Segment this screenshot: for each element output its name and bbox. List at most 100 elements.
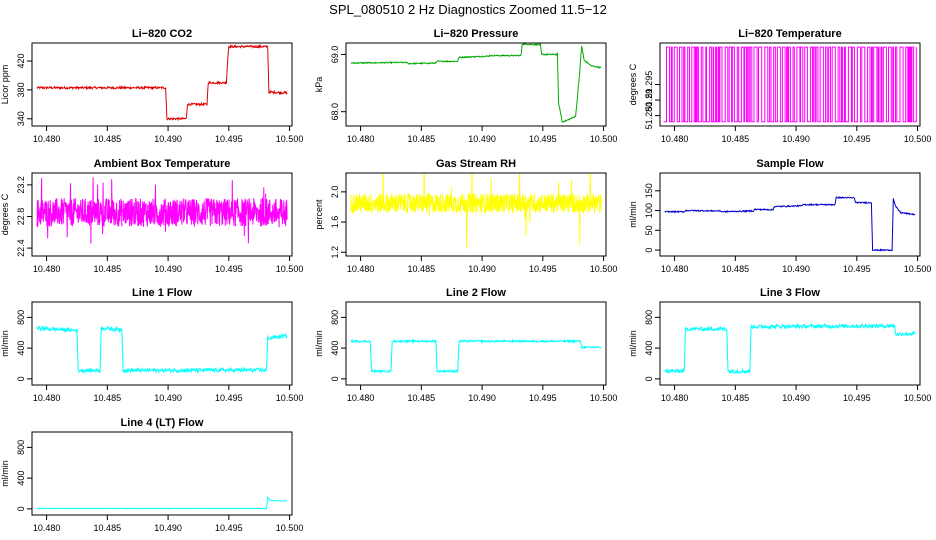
panel-4: Gas Stream RH percent 10.480 10.485 10.490 10… [314, 158, 617, 274]
y-tick-label: 51.295 [644, 71, 654, 99]
y-tick-label: 22.4 [16, 239, 26, 257]
y-tick-label: 23.2 [16, 176, 26, 194]
plot-frame [31, 301, 293, 386]
x-tick-label: 10.480 [33, 523, 61, 533]
y-tick-label: 800 [330, 310, 340, 325]
x-tick-label: 10.500 [276, 523, 304, 533]
x-tick-label: 10.485 [94, 393, 122, 403]
y-tick-label: 2.0 [330, 186, 340, 199]
panel-3: Ambient Box Temperature degrees C 10.480 10… [0, 158, 303, 274]
x-tick-label: 10.500 [276, 264, 304, 274]
x-tick-label: 10.485 [408, 264, 436, 274]
x-tick-label: 10.495 [529, 134, 557, 144]
series-line [36, 496, 288, 510]
panel-title: Line 4 (LT) Flow [121, 417, 204, 429]
panel-8: Line 3 Flow ml/min 10.480 10.485 10.490 10.49… [628, 287, 931, 403]
x-tick-label: 10.480 [661, 393, 689, 403]
y-tick-label: 0 [644, 376, 654, 381]
y-tick-label: 1.6 [330, 216, 340, 229]
plot-frame [345, 172, 607, 257]
y-tick-label: 0 [16, 506, 26, 511]
x-tick-label: 10.485 [94, 264, 122, 274]
y-axis-label: kPa [314, 77, 324, 93]
y-tick-label: 800 [16, 310, 26, 325]
x-tick-label: 10.480 [661, 134, 689, 144]
panel-title: Line 2 Flow [446, 287, 506, 299]
series-line [350, 173, 602, 249]
x-tick-label: 10.490 [468, 393, 496, 403]
x-tick-label: 10.500 [590, 264, 618, 274]
y-axis-label: ml/min [628, 330, 638, 357]
y-axis-label: percent [314, 199, 324, 230]
x-tick-label: 10.495 [529, 393, 557, 403]
x-tick-label: 10.495 [843, 393, 871, 403]
y-tick-label: 150 [644, 183, 654, 198]
figure-title: SPL_080510 2 Hz Diagnostics Zoomed 11.5−… [329, 2, 607, 17]
plot-frame [345, 301, 607, 386]
x-tick-label: 10.480 [347, 134, 375, 144]
x-tick-label: 10.485 [722, 134, 750, 144]
x-tick-label: 10.490 [782, 264, 810, 274]
series-line [664, 195, 916, 252]
x-tick-label: 10.495 [529, 264, 557, 274]
y-tick-label: 380 [16, 82, 26, 97]
plot-frame [659, 172, 921, 257]
plot-frame [31, 172, 293, 257]
series-line [350, 43, 602, 123]
y-tick-label: 400 [16, 471, 26, 486]
series-line [36, 43, 288, 122]
x-tick-label: 10.500 [904, 264, 932, 274]
plot-frame [659, 301, 921, 386]
series-line [350, 338, 602, 374]
y-axis-label: degrees C [0, 193, 10, 235]
y-axis-label: Licor ppm [0, 65, 10, 105]
panel-title: Sample Flow [756, 158, 824, 170]
y-axis-label: ml/min [0, 330, 10, 357]
plot-frame [31, 42, 293, 127]
panel-6: Line 1 Flow ml/min 10.480 10.485 10.490 10.49… [0, 287, 303, 403]
panel-title: Li−820 Temperature [738, 28, 841, 40]
x-tick-label: 10.495 [843, 134, 871, 144]
panel-0: Li−820 CO2 Licor ppm 10.480 10.485 10.490 10.… [0, 28, 303, 144]
y-tick-label: 420 [16, 54, 26, 69]
x-tick-label: 10.495 [215, 393, 243, 403]
x-tick-label: 10.490 [154, 134, 182, 144]
x-tick-label: 10.485 [408, 134, 436, 144]
panel-title: Line 1 Flow [132, 287, 192, 299]
y-tick-label: 0 [16, 376, 26, 381]
x-tick-label: 10.490 [468, 264, 496, 274]
y-tick-label: 0 [330, 376, 340, 381]
x-tick-label: 10.490 [468, 134, 496, 144]
x-tick-label: 10.500 [590, 134, 618, 144]
y-tick-label: 51.29 [644, 89, 654, 112]
y-tick-label: 1.2 [330, 246, 340, 259]
y-tick-label: 69.0 [330, 46, 340, 64]
y-axis-label: degrees C [628, 63, 638, 105]
panel-title: Li−820 CO2 [132, 28, 192, 40]
x-tick-label: 10.485 [94, 523, 122, 533]
x-tick-label: 10.500 [590, 393, 618, 403]
series-line [663, 46, 917, 123]
x-tick-label: 10.495 [843, 264, 871, 274]
x-tick-label: 10.480 [33, 264, 61, 274]
y-tick-label: 340 [16, 111, 26, 126]
x-tick-label: 10.495 [215, 264, 243, 274]
panel-7: Line 2 Flow ml/min 10.480 10.485 10.490 10.49… [314, 287, 617, 403]
panel-title: Line 3 Flow [760, 287, 820, 299]
x-tick-label: 10.480 [661, 264, 689, 274]
x-tick-label: 10.480 [347, 393, 375, 403]
x-tick-label: 10.485 [94, 134, 122, 144]
y-tick-label: 68.0 [330, 103, 340, 121]
x-tick-label: 10.500 [904, 393, 932, 403]
x-tick-label: 10.490 [154, 264, 182, 274]
x-tick-label: 10.485 [722, 264, 750, 274]
x-tick-label: 10.500 [904, 134, 932, 144]
x-tick-label: 10.480 [347, 264, 375, 274]
y-axis-label: ml/min [0, 460, 10, 487]
x-tick-label: 10.480 [33, 134, 61, 144]
x-tick-label: 10.500 [276, 134, 304, 144]
plot-frame [345, 42, 607, 127]
series-line [36, 325, 288, 374]
panel-2: Li−820 Temperature degrees C 10.480 10.485 1… [628, 28, 931, 144]
series-line [36, 177, 288, 244]
